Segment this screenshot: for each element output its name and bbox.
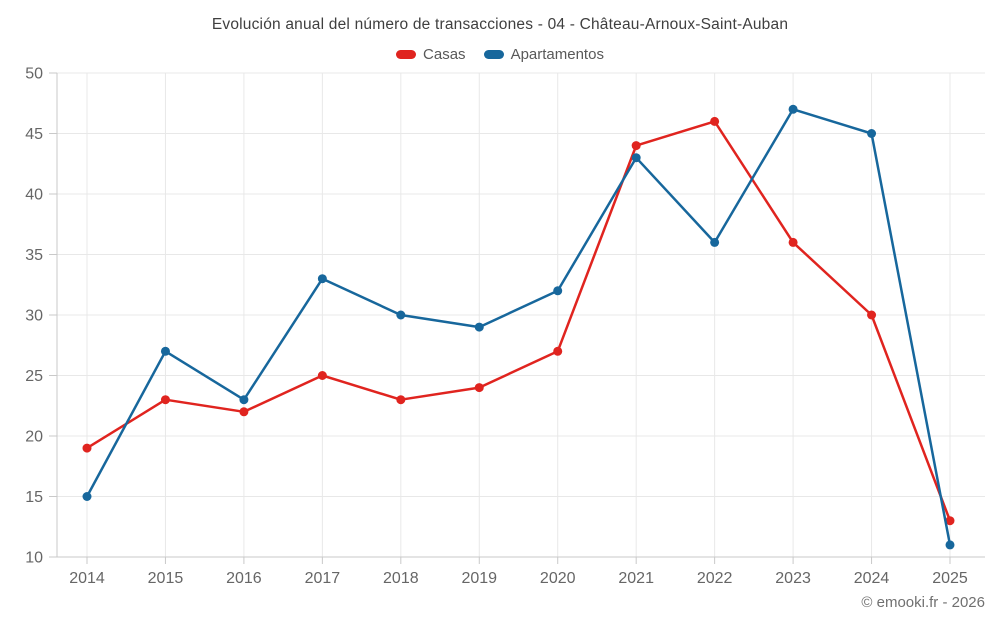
data-point-casas bbox=[82, 443, 92, 453]
series-line-apartamentos bbox=[85, 108, 952, 547]
data-point-apartamentos bbox=[239, 395, 249, 405]
data-point-casas bbox=[396, 395, 406, 405]
y-axis-label: 15 bbox=[25, 489, 43, 506]
x-axis-label: 2015 bbox=[148, 570, 184, 587]
y-axis-label: 20 bbox=[25, 429, 43, 446]
data-point-casas bbox=[317, 371, 327, 380]
data-point-apartamentos bbox=[82, 492, 92, 501]
x-axis-label: 2014 bbox=[69, 570, 105, 587]
data-point-apartamentos bbox=[553, 286, 563, 296]
y-axis-label: 45 bbox=[25, 126, 43, 143]
x-axis-label: 2018 bbox=[383, 570, 419, 587]
data-point-apartamentos bbox=[160, 346, 170, 356]
y-axis-label: 50 bbox=[25, 66, 43, 83]
data-point-apartamentos bbox=[474, 322, 484, 332]
legend-swatch-apartamentos bbox=[483, 50, 504, 59]
data-point-casas bbox=[160, 395, 170, 405]
series-line-casas bbox=[85, 120, 952, 522]
data-point-casas bbox=[631, 141, 641, 151]
data-point-apartamentos bbox=[710, 237, 720, 247]
y-axis-label: 25 bbox=[25, 368, 43, 385]
x-axis-label: 2025 bbox=[932, 570, 968, 587]
y-axis-label: 35 bbox=[25, 247, 43, 264]
x-axis-label: 2022 bbox=[697, 570, 733, 587]
data-point-apartamentos bbox=[867, 129, 877, 138]
data-point-casas bbox=[553, 346, 563, 356]
data-point-apartamentos bbox=[788, 104, 798, 114]
x-axis-label: 2017 bbox=[305, 570, 341, 587]
data-point-casas bbox=[788, 237, 798, 247]
data-point-apartamentos bbox=[317, 274, 327, 284]
data-point-casas bbox=[474, 383, 484, 393]
legend-item-apartamentos[interactable]: Apartamentos bbox=[483, 46, 604, 63]
y-axis-label: 30 bbox=[25, 308, 43, 325]
data-point-casas bbox=[239, 407, 249, 417]
data-point-apartamentos bbox=[945, 540, 955, 550]
legend-item-casas[interactable]: Casas bbox=[396, 46, 466, 63]
x-axis-label: 2023 bbox=[775, 570, 811, 587]
data-point-casas bbox=[710, 116, 720, 126]
data-point-apartamentos bbox=[631, 153, 641, 163]
chart-legend: Casas Apartamentos bbox=[0, 46, 1000, 63]
x-axis-label: 2020 bbox=[540, 570, 576, 587]
x-axis-label: 2021 bbox=[618, 570, 654, 587]
copyright-text: © emooki.fr - 2026 bbox=[861, 594, 985, 611]
legend-swatch-casas bbox=[396, 50, 417, 59]
y-axis-label: 40 bbox=[25, 187, 43, 204]
data-point-casas bbox=[867, 310, 877, 320]
data-point-apartamentos bbox=[396, 310, 406, 320]
data-point-casas bbox=[945, 516, 955, 526]
y-axis-label: 10 bbox=[25, 550, 43, 567]
legend-label: Casas bbox=[423, 46, 466, 63]
x-axis-label: 2019 bbox=[461, 570, 497, 587]
x-axis-label: 2016 bbox=[226, 570, 262, 587]
x-axis-label: 2024 bbox=[854, 570, 890, 587]
chart-title: Evolución anual del número de transaccio… bbox=[211, 16, 789, 33]
legend-label: Apartamentos bbox=[510, 46, 604, 63]
